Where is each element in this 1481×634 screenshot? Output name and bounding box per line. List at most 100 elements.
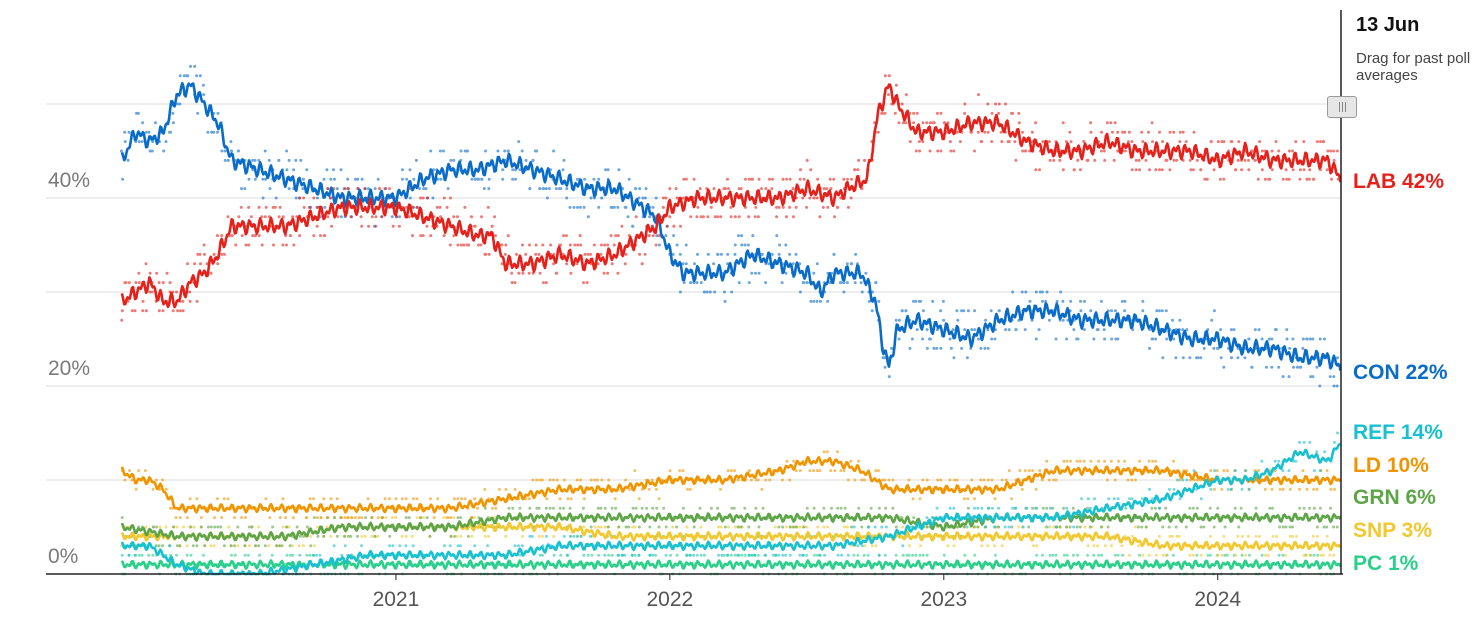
poll-dot [459, 243, 463, 247]
poll-dot [1281, 553, 1285, 557]
poll-dot [1325, 469, 1329, 473]
poll-dot [1178, 140, 1182, 144]
date-slider-handle[interactable] [1327, 96, 1357, 118]
poll-dot [278, 516, 282, 520]
poll-dot [1219, 356, 1223, 360]
poll-dot [220, 234, 224, 238]
poll-dot [1264, 553, 1267, 557]
poll-dot [833, 469, 837, 473]
poll-dot [216, 262, 220, 266]
poll-dot [407, 215, 411, 219]
poll-dot [1068, 130, 1072, 134]
poll-dot [1107, 497, 1111, 501]
poll-dot [716, 506, 720, 510]
party-label-ref: REF 14% [1353, 421, 1443, 444]
poll-dot [852, 525, 856, 529]
poll-dot [589, 196, 593, 200]
poll-dot [794, 252, 798, 256]
poll-dot [315, 516, 319, 520]
poll-dot [1155, 309, 1159, 313]
poll-dot [664, 553, 668, 557]
poll-dot [487, 177, 491, 181]
poll-dot [325, 168, 329, 172]
poll-dot [1298, 168, 1302, 172]
poll-dot [1237, 140, 1241, 144]
poll-dot [1116, 130, 1120, 134]
poll-dot [1045, 506, 1049, 510]
poll-dot [900, 309, 904, 313]
poll-dot [873, 525, 877, 529]
poll-dot [312, 553, 316, 557]
poll-dot [1202, 346, 1206, 350]
poll-dot [1076, 553, 1080, 557]
poll-dot [323, 234, 327, 238]
poll-dot [1052, 525, 1056, 529]
poll-dot [982, 478, 986, 482]
party-labels: LAB 42%CON 22%REF 14%LD 10%GRN 6%SNP 3%P… [1353, 170, 1448, 575]
poll-dot [723, 187, 727, 191]
poll-dot [1038, 469, 1042, 473]
poll-dot [148, 290, 152, 294]
poll-dot [414, 158, 418, 162]
poll-dot [1093, 158, 1097, 162]
poll-dot [1021, 130, 1024, 134]
poll-dot [665, 224, 669, 228]
poll-dot [1287, 375, 1291, 379]
poll-dot [726, 187, 730, 191]
poll-dot [383, 187, 387, 191]
poll-dot [1181, 328, 1185, 332]
poll-dot [144, 309, 148, 313]
poll-dot [986, 102, 990, 106]
poll-dot [1332, 525, 1336, 529]
poll-dot [1014, 506, 1018, 510]
poll-dot [1123, 149, 1127, 153]
poll-dot [555, 271, 559, 275]
poll-dot [237, 215, 241, 219]
poll-dot [935, 506, 939, 510]
poll-dot [770, 187, 774, 191]
poll-dot [1206, 553, 1210, 557]
poll-dot [538, 553, 542, 557]
poll-dot [123, 140, 127, 144]
poll-dot [493, 516, 497, 520]
poll-dot [541, 187, 545, 191]
poll-dot [894, 525, 898, 529]
poll-dot [151, 553, 155, 557]
poll-dot [1045, 459, 1049, 463]
poll-dot [408, 196, 412, 200]
poll-dot [1010, 111, 1014, 115]
poll-dot [1260, 553, 1264, 557]
poll-dot [226, 215, 230, 219]
poll-dot [407, 516, 411, 520]
poll-dot [1071, 553, 1075, 557]
poll-dot [918, 497, 922, 501]
poll-dot [682, 281, 686, 285]
poll-dot [412, 177, 416, 181]
poll-dot [1332, 384, 1336, 388]
poll-dot [511, 506, 515, 510]
poll-dot [554, 187, 558, 191]
poll-dot [698, 506, 702, 510]
poll-dot [832, 252, 836, 256]
poll-dot [963, 111, 967, 115]
poll-dot [999, 130, 1003, 134]
poll-dot [236, 525, 240, 529]
poll-dot [1278, 487, 1282, 491]
poll-dot [1017, 111, 1021, 115]
poll-dot [272, 243, 275, 247]
poll-dot [291, 516, 295, 520]
poll-dot [764, 478, 768, 482]
poll-dot [733, 525, 737, 529]
poll-dot [1178, 497, 1182, 501]
poll-dot [1128, 553, 1131, 557]
poll-dot [647, 487, 651, 491]
poll-dot [1319, 140, 1322, 144]
poll-dot [1133, 478, 1137, 482]
poll-dot [581, 506, 585, 510]
poll-dot [638, 252, 642, 256]
poll-dot [192, 525, 196, 529]
poll-dot [458, 544, 462, 548]
poll-dot [586, 252, 590, 256]
poll-dot [143, 469, 147, 473]
poll-dot [513, 487, 517, 491]
